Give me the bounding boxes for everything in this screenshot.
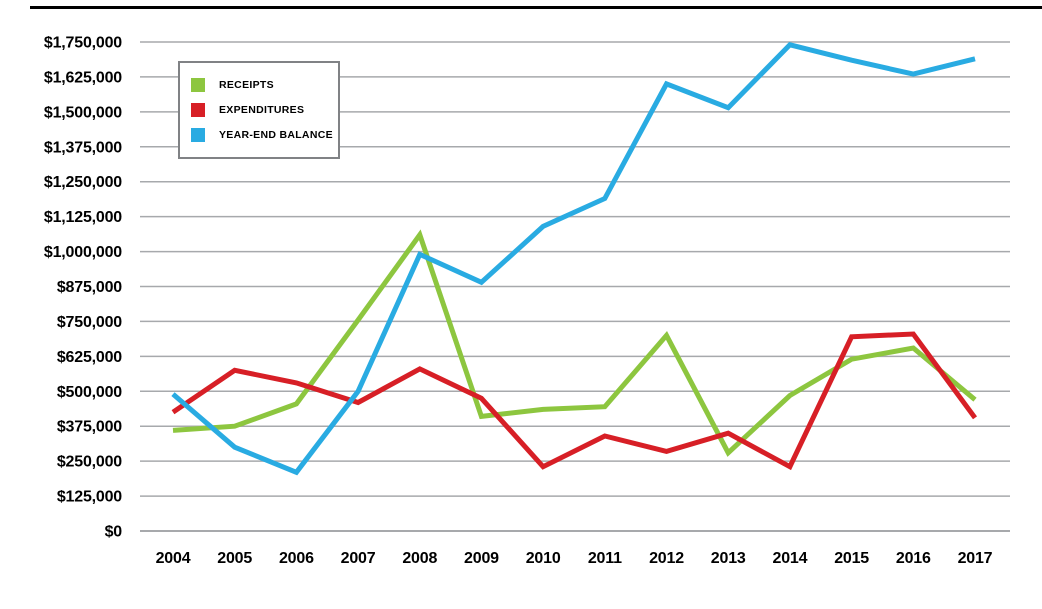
y-axis-tick-label: $875,000: [57, 279, 122, 296]
y-axis-tick-label: $1,375,000: [44, 139, 122, 156]
legend-item-expenditures: EXPENDITURES: [191, 103, 338, 117]
legend-item-year-end-balance: YEAR-END BALANCE: [191, 128, 338, 142]
series-line-receipts: [172, 229, 977, 457]
x-axis-tick-label: 2014: [773, 550, 808, 567]
y-axis-tick-label: $0: [105, 524, 123, 541]
legend-swatch-receipts-icon: [191, 78, 205, 92]
series-line-expenditures: [171, 331, 978, 471]
y-axis-tick-label: $125,000: [57, 489, 122, 506]
chart-legend: RECEIPTS EXPENDITURES YEAR-END BALANCE: [178, 61, 340, 159]
top-border-rule: [30, 6, 1042, 9]
x-axis-tick-label: 2013: [711, 550, 746, 567]
y-axis-tick-label: $500,000: [57, 384, 122, 401]
y-axis-tick-label: $1,750,000: [44, 35, 122, 52]
x-axis-tick-label: 2011: [588, 550, 622, 567]
legend-label-year-end-balance: YEAR-END BALANCE: [219, 129, 333, 141]
x-axis-tick-label: 2016: [896, 550, 931, 567]
x-axis-tick-label: 2005: [217, 550, 252, 567]
x-axis-tick-label: 2009: [464, 550, 499, 567]
x-axis-tick-label: 2004: [156, 550, 191, 567]
series-line-year-end-balance: [171, 42, 976, 476]
x-axis-tick-label: 2008: [402, 550, 437, 567]
x-axis-tick-label: 2015: [834, 550, 869, 567]
y-axis-tick-label: $250,000: [57, 454, 122, 471]
x-axis-tick-label: 2006: [279, 550, 314, 567]
y-axis-tick-label: $1,250,000: [44, 174, 122, 191]
y-axis-tick-label: $750,000: [57, 314, 122, 331]
legend-swatch-year-end-balance-icon: [191, 128, 205, 142]
y-axis-tick-label: $375,000: [57, 419, 122, 436]
x-axis-tick-label: 2012: [649, 550, 684, 567]
y-axis-tick-label: $1,000,000: [44, 244, 122, 261]
y-axis-tick-label: $1,500,000: [44, 104, 122, 121]
legend-item-receipts: RECEIPTS: [191, 78, 338, 92]
y-axis-tick-label: $1,125,000: [44, 209, 122, 226]
legend-label-receipts: RECEIPTS: [219, 79, 274, 91]
y-axis-tick-label: $1,625,000: [44, 69, 122, 86]
y-axis-tick-label: $625,000: [57, 349, 122, 366]
legend-swatch-expenditures-icon: [191, 103, 205, 117]
x-axis-tick-label: 2010: [526, 550, 561, 567]
x-axis-tick-label: 2017: [958, 550, 993, 567]
x-axis-tick-label: 2007: [341, 550, 376, 567]
legend-label-expenditures: EXPENDITURES: [219, 104, 305, 116]
